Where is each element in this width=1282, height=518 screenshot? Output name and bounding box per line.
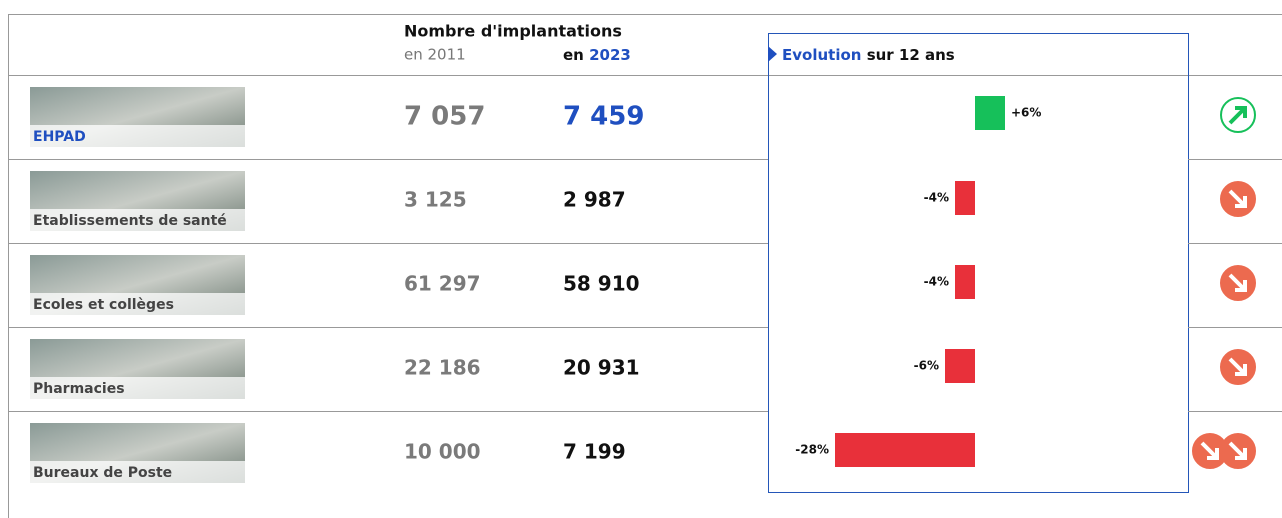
header-2023-prefix: en xyxy=(563,46,584,64)
change-bar xyxy=(955,181,975,215)
value-2023: 2 987 xyxy=(563,188,626,212)
row-label: Etablissements de santé xyxy=(33,213,227,229)
row-label: Ecoles et collèges xyxy=(33,297,174,313)
evolution-word: Evolution xyxy=(782,46,861,64)
evolution-heading: Evolution sur 12 ans xyxy=(782,46,955,64)
photo-caption-bg xyxy=(30,461,245,483)
change-bar xyxy=(835,433,975,467)
photo-caption-bg xyxy=(30,209,245,231)
header-2023-year: 2023 xyxy=(589,46,631,64)
row-label: Pharmacies xyxy=(33,381,125,397)
value-2011: 3 125 xyxy=(404,188,467,212)
change-label: -6% xyxy=(914,359,939,373)
photo-caption-bg xyxy=(30,125,245,147)
evolution-box xyxy=(768,33,1189,493)
trend-arrow xyxy=(1228,357,1247,376)
value-2011: 7 057 xyxy=(404,102,485,132)
value-2023: 7 199 xyxy=(563,440,626,464)
photo-caption-bg xyxy=(30,377,245,399)
value-2023: 20 931 xyxy=(563,356,640,380)
trend-arrow xyxy=(1228,273,1247,292)
change-bar xyxy=(975,96,1005,130)
value-2011: 22 186 xyxy=(404,356,481,380)
trend-arrow xyxy=(1228,106,1247,125)
value-2011: 10 000 xyxy=(404,440,481,464)
header-2023: en 2023 xyxy=(563,46,631,64)
trend-arrow xyxy=(1228,189,1247,208)
change-bar xyxy=(955,265,975,299)
row-label: Bureaux de Poste xyxy=(33,465,172,481)
box-pointer xyxy=(768,46,777,62)
change-label: -4% xyxy=(924,191,949,205)
trend-arrow xyxy=(1228,441,1247,460)
header-2011: en 2011 xyxy=(404,46,466,64)
change-label: -28% xyxy=(795,443,829,457)
value-2011: 61 297 xyxy=(404,272,481,296)
change-label: +6% xyxy=(1011,106,1041,120)
value-2023: 7 459 xyxy=(563,102,644,132)
change-bar xyxy=(945,349,975,383)
photo-caption-bg xyxy=(30,293,245,315)
value-2023: 58 910 xyxy=(563,272,640,296)
row-label: EHPAD xyxy=(33,129,86,145)
evolution-rest: sur 12 ans xyxy=(867,46,955,64)
trend-arrow xyxy=(1200,441,1219,460)
header-title: Nombre d'implantations xyxy=(404,22,622,41)
change-label: -4% xyxy=(924,275,949,289)
